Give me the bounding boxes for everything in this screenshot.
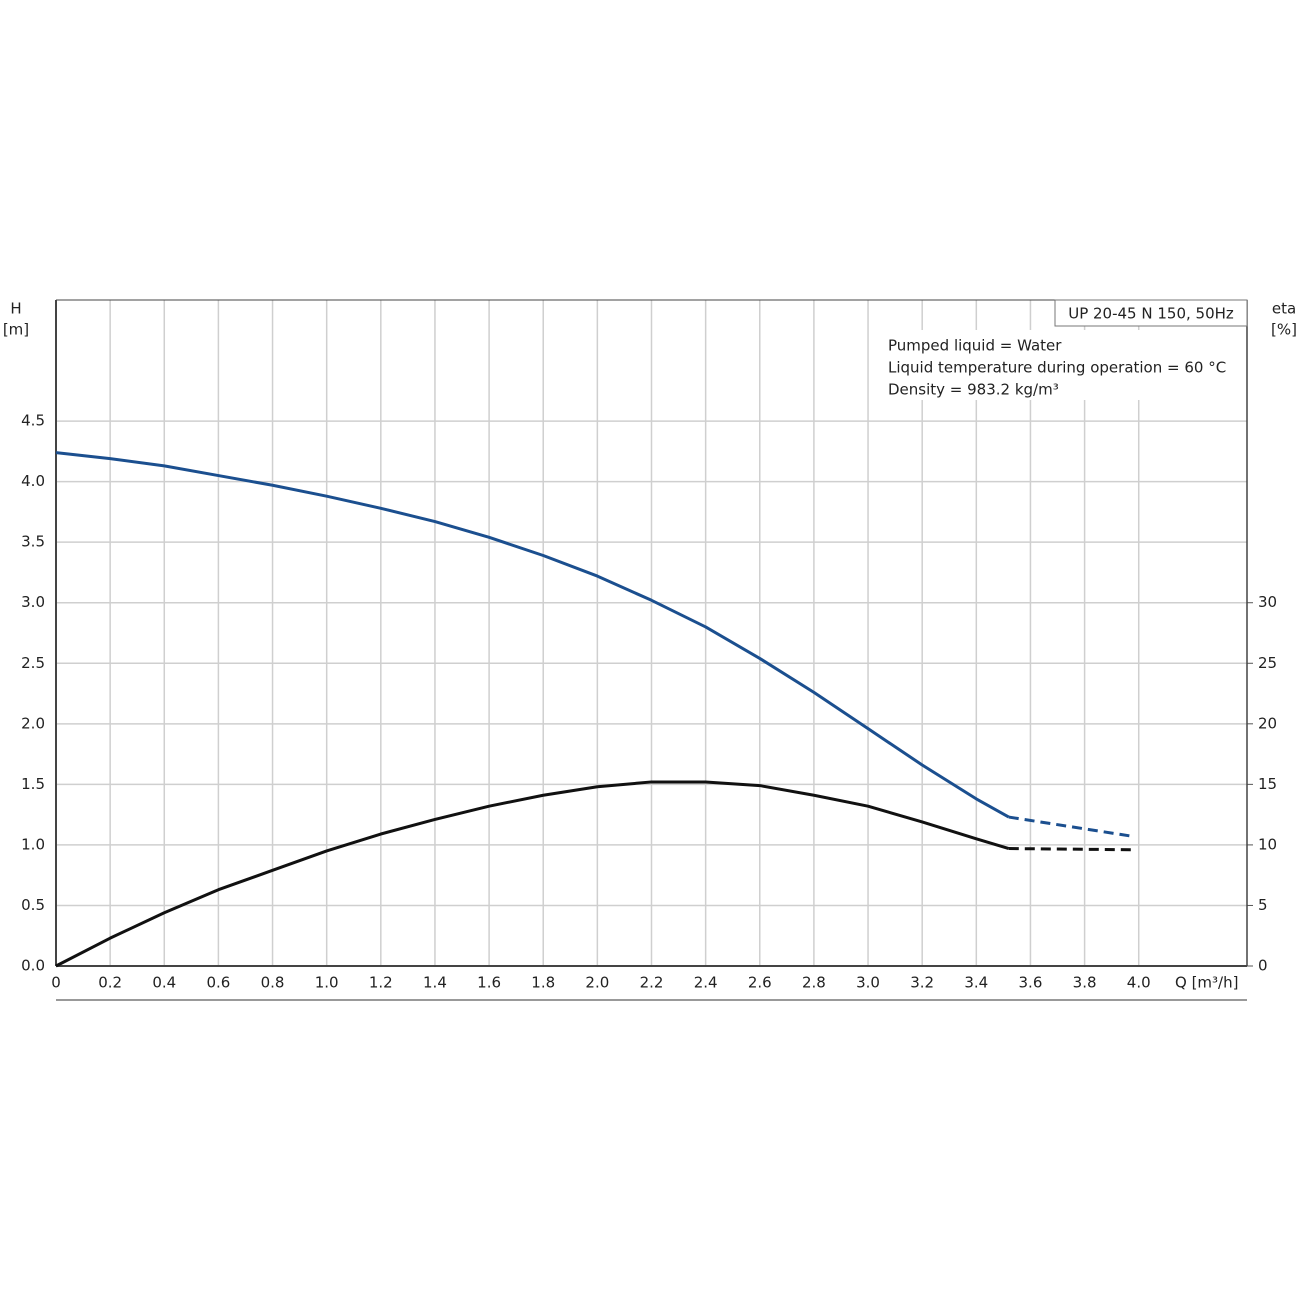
x-tick-label: 3.4 [964, 974, 988, 992]
x-tick-label: 4.0 [1127, 974, 1151, 992]
title-box [1054, 299, 1248, 327]
y2-label-unit: [%] [1271, 321, 1297, 339]
x-label: Q [m³/h] [1175, 974, 1238, 992]
y-tick-label: 1.0 [21, 835, 45, 853]
annotation-bg [882, 330, 1244, 400]
x-tick-label: 1.6 [477, 974, 501, 992]
y2-label: eta [1272, 300, 1296, 318]
x-tick-label: 0.2 [98, 974, 122, 992]
y2-tick-label: 0 [1258, 957, 1268, 975]
y-label: H [10, 300, 21, 318]
y-tick-label: 3.5 [21, 533, 45, 551]
y2-tick-label: 15 [1258, 775, 1277, 793]
x-tick-label: 0 [51, 974, 61, 992]
annotation: Pumped liquid = Water [888, 337, 1062, 355]
x-tick-label: 0.8 [261, 974, 285, 992]
annotation: Density = 983.2 kg/m³ [888, 381, 1059, 399]
y-tick-label: 0.5 [21, 896, 45, 914]
x-tick-label: 0.4 [152, 974, 176, 992]
chart-title: UP 20-45 N 150, 50Hz [1068, 305, 1234, 323]
curve [1008, 815, 1134, 838]
annotation: Liquid temperature during operation = 60… [888, 359, 1226, 377]
y2-tick-label: 20 [1258, 714, 1277, 732]
y-tick-label: 3.0 [21, 593, 45, 611]
y2-tick-label: 10 [1258, 835, 1277, 853]
curve [55, 451, 1010, 819]
y2-tick-label: 25 [1258, 654, 1277, 672]
y-tick-label: 0.0 [21, 957, 45, 975]
y-label-unit: [m] [3, 321, 29, 339]
x-tick-label: 3.2 [910, 974, 934, 992]
x-tick-label: 2.6 [748, 974, 772, 992]
x-tick-label: 1.0 [315, 974, 339, 992]
y-tick-label: 1.5 [21, 775, 45, 793]
y2-tick-label: 5 [1258, 896, 1268, 914]
x-tick-label: 1.8 [531, 974, 555, 992]
x-tick-label: 1.4 [423, 974, 447, 992]
x-tick-label: 3.0 [856, 974, 880, 992]
x-tick-label: 3.8 [1073, 974, 1097, 992]
x-tick-label: 2.0 [585, 974, 609, 992]
y-tick-label: 2.5 [21, 654, 45, 672]
x-tick-label: 2.2 [640, 974, 664, 992]
curve [55, 780, 1010, 968]
x-tick-label: 1.2 [369, 974, 393, 992]
curve [1008, 847, 1134, 852]
y-tick-label: 4.5 [21, 412, 45, 430]
y2-tick-label: 30 [1258, 593, 1277, 611]
y-tick-label: 4.0 [21, 472, 45, 490]
x-tick-label: 3.6 [1019, 974, 1043, 992]
x-tick-label: 2.8 [802, 974, 826, 992]
x-tick-label: 0.6 [206, 974, 230, 992]
y-tick-label: 2.0 [21, 714, 45, 732]
x-tick-label: 2.4 [694, 974, 718, 992]
